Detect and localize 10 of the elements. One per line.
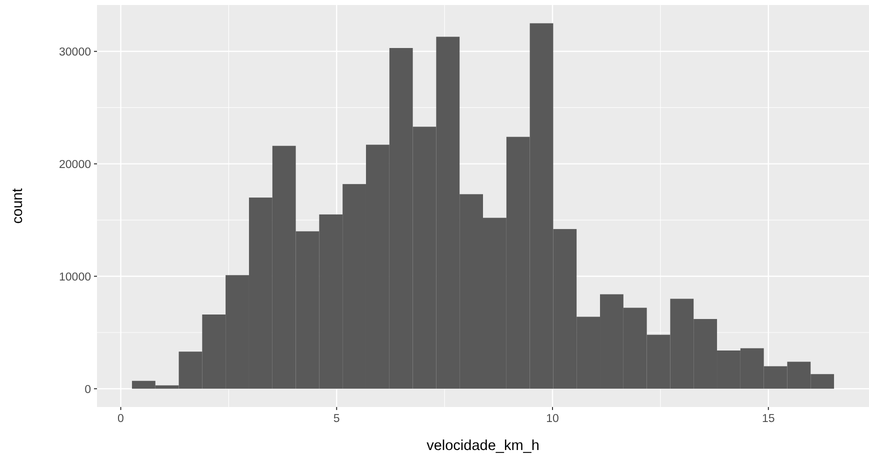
x-tick-label: 15 [762, 413, 775, 425]
x-tick-label: 0 [118, 413, 124, 425]
y-axis-title: count [10, 188, 26, 224]
x-axis-title: velocidade_km_h [426, 438, 540, 454]
y-tick-label: 20000 [59, 158, 91, 171]
x-tick-label: 5 [333, 413, 340, 425]
x-tick-label: 10 [546, 413, 559, 425]
y-tick-label: 0 [84, 384, 91, 396]
y-tick-label: 30000 [59, 46, 91, 58]
y-tick-label: 10000 [59, 271, 91, 284]
